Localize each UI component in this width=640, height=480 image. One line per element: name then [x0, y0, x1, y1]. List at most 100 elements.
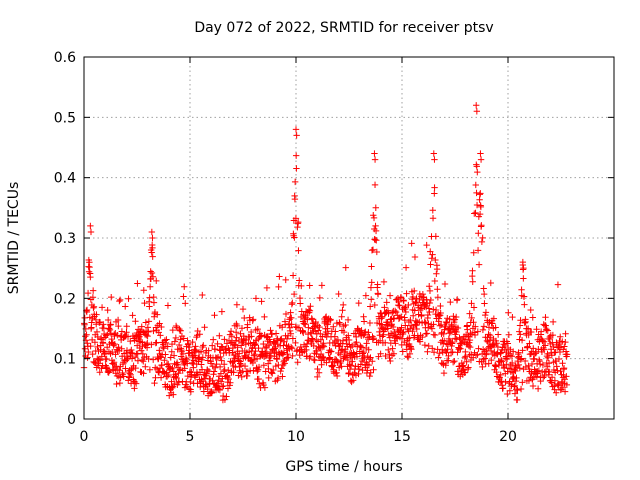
- y-tick-label: 0.4: [54, 171, 76, 187]
- data-point: [518, 286, 525, 293]
- data-point: [409, 293, 417, 301]
- data-point: [552, 389, 560, 396]
- data-point: [116, 367, 123, 374]
- x-tick-label: 0: [80, 429, 89, 445]
- data-point: [494, 331, 502, 338]
- data-point: [292, 152, 300, 159]
- data-point: [145, 355, 152, 363]
- data-point: [104, 306, 111, 314]
- data-point: [424, 311, 432, 319]
- data-point: [562, 330, 569, 337]
- data-point: [220, 360, 228, 368]
- data-point: [273, 355, 281, 363]
- data-point: [415, 311, 422, 318]
- data-point: [212, 364, 219, 372]
- data-point: [126, 374, 133, 381]
- data-point: [96, 318, 104, 326]
- data-point: [109, 360, 116, 367]
- data-point: [109, 348, 116, 356]
- data-point: [314, 365, 321, 373]
- data-point: [100, 321, 107, 328]
- data-point: [432, 256, 439, 264]
- data-point: [142, 319, 150, 326]
- data-point: [430, 321, 437, 328]
- data-point: [324, 330, 332, 337]
- data-point: [265, 342, 273, 349]
- data-point: [364, 367, 371, 374]
- data-point: [123, 323, 130, 330]
- data-point: [533, 373, 541, 380]
- data-point: [426, 283, 433, 290]
- data-point: [288, 321, 295, 328]
- data-point: [90, 303, 98, 310]
- data-point: [148, 228, 156, 236]
- data-point: [103, 355, 110, 363]
- data-point: [505, 309, 512, 316]
- data-point: [468, 314, 475, 322]
- data-point: [431, 190, 438, 197]
- data-point: [396, 302, 403, 309]
- data-point: [320, 343, 328, 350]
- data-point: [405, 301, 412, 309]
- data-point: [275, 283, 282, 291]
- data-point: [295, 218, 302, 226]
- data-point: [300, 329, 307, 336]
- data-point: [326, 355, 333, 362]
- data-point: [387, 316, 394, 323]
- data-point: [408, 240, 415, 247]
- data-point: [277, 367, 284, 375]
- data-point: [521, 301, 528, 308]
- data-point: [470, 319, 477, 326]
- data-point: [150, 293, 157, 301]
- data-point: [230, 341, 238, 348]
- data-point: [181, 365, 188, 372]
- data-point: [201, 324, 208, 331]
- data-point: [437, 309, 444, 317]
- data-point: [128, 346, 135, 354]
- data-point: [238, 373, 245, 381]
- data-point: [278, 324, 286, 331]
- data-point: [85, 348, 92, 356]
- data-point: [542, 342, 549, 349]
- data-point: [261, 313, 268, 321]
- data-point: [478, 238, 486, 246]
- data-point: [141, 299, 148, 307]
- data-point: [142, 363, 149, 370]
- data-point: [418, 311, 425, 319]
- data-point: [287, 343, 295, 351]
- data-point: [316, 323, 323, 331]
- data-point: [160, 345, 168, 352]
- data-point: [431, 184, 438, 191]
- data-point: [374, 281, 381, 288]
- data-point: [179, 350, 187, 358]
- data-point: [241, 362, 249, 370]
- data-point: [357, 343, 364, 351]
- data-point: [371, 181, 379, 189]
- data-point: [208, 360, 215, 367]
- data-point: [149, 253, 156, 260]
- data-point: [550, 382, 558, 390]
- data-point: [232, 329, 240, 336]
- data-point: [546, 368, 553, 376]
- data-point: [360, 348, 368, 356]
- data-point: [369, 336, 376, 343]
- data-point: [249, 316, 257, 323]
- data-point: [122, 303, 129, 310]
- data-point: [205, 347, 212, 354]
- y-tick-label: 0.6: [54, 50, 76, 66]
- data-point: [122, 365, 129, 372]
- data-point: [411, 287, 418, 295]
- data-point: [549, 318, 557, 326]
- data-point: [372, 222, 379, 230]
- data-point: [385, 310, 392, 317]
- data-point: [110, 359, 118, 366]
- data-point: [425, 342, 432, 350]
- data-point: [152, 374, 159, 381]
- data-point: [406, 350, 414, 358]
- data-point: [233, 322, 241, 330]
- data-point: [362, 292, 370, 299]
- data-point: [563, 381, 571, 389]
- data-point: [93, 320, 100, 328]
- data-point: [513, 374, 520, 382]
- data-point: [285, 354, 292, 361]
